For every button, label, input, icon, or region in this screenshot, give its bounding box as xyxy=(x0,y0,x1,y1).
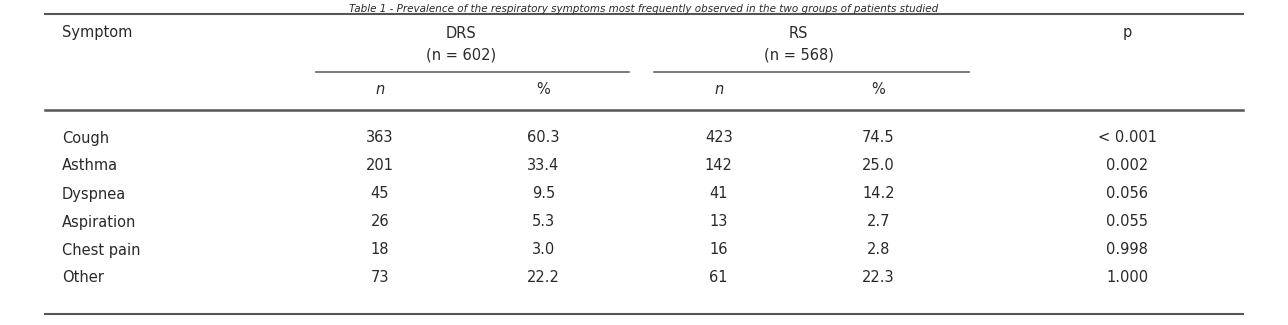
Text: 1.000: 1.000 xyxy=(1106,270,1148,285)
Text: 0.002: 0.002 xyxy=(1106,159,1148,174)
Text: 61: 61 xyxy=(710,270,728,285)
Text: (n = 602): (n = 602) xyxy=(426,47,496,62)
Text: DRS: DRS xyxy=(446,25,477,41)
Text: < 0.001: < 0.001 xyxy=(1097,131,1157,146)
Text: n: n xyxy=(375,83,385,98)
Text: 14.2: 14.2 xyxy=(862,187,895,202)
Text: 5.3: 5.3 xyxy=(532,214,555,229)
Text: p: p xyxy=(1122,25,1132,41)
Text: Table 1 - Prevalence of the respiratory symptoms most frequently observed in the: Table 1 - Prevalence of the respiratory … xyxy=(349,4,939,14)
Text: Aspiration: Aspiration xyxy=(62,214,137,229)
Text: 2.8: 2.8 xyxy=(867,242,890,257)
Text: 18: 18 xyxy=(371,242,389,257)
Text: Dyspnea: Dyspnea xyxy=(62,187,126,202)
Text: (n = 568): (n = 568) xyxy=(764,47,833,62)
Text: Cough: Cough xyxy=(62,131,109,146)
Text: 41: 41 xyxy=(710,187,728,202)
Text: 60.3: 60.3 xyxy=(527,131,560,146)
Text: 9.5: 9.5 xyxy=(532,187,555,202)
Text: 142: 142 xyxy=(705,159,733,174)
Text: 0.998: 0.998 xyxy=(1106,242,1148,257)
Text: 45: 45 xyxy=(371,187,389,202)
Text: RS: RS xyxy=(788,25,809,41)
Text: 16: 16 xyxy=(710,242,728,257)
Text: 423: 423 xyxy=(705,131,733,146)
Text: Asthma: Asthma xyxy=(62,159,118,174)
Text: 74.5: 74.5 xyxy=(862,131,895,146)
Text: 2.7: 2.7 xyxy=(867,214,890,229)
Text: 3.0: 3.0 xyxy=(532,242,555,257)
Text: 363: 363 xyxy=(366,131,394,146)
Text: 73: 73 xyxy=(371,270,389,285)
Text: 33.4: 33.4 xyxy=(527,159,560,174)
Text: 201: 201 xyxy=(366,159,394,174)
Text: Chest pain: Chest pain xyxy=(62,242,140,257)
Text: Other: Other xyxy=(62,270,104,285)
Text: %: % xyxy=(537,83,550,98)
Text: 22.3: 22.3 xyxy=(862,270,895,285)
Text: 0.056: 0.056 xyxy=(1106,187,1148,202)
Text: 13: 13 xyxy=(710,214,728,229)
Text: 0.055: 0.055 xyxy=(1106,214,1148,229)
Text: 26: 26 xyxy=(371,214,389,229)
Text: n: n xyxy=(714,83,724,98)
Text: 22.2: 22.2 xyxy=(527,270,560,285)
Text: Symptom: Symptom xyxy=(62,25,133,41)
Text: 25.0: 25.0 xyxy=(862,159,895,174)
Text: %: % xyxy=(872,83,885,98)
